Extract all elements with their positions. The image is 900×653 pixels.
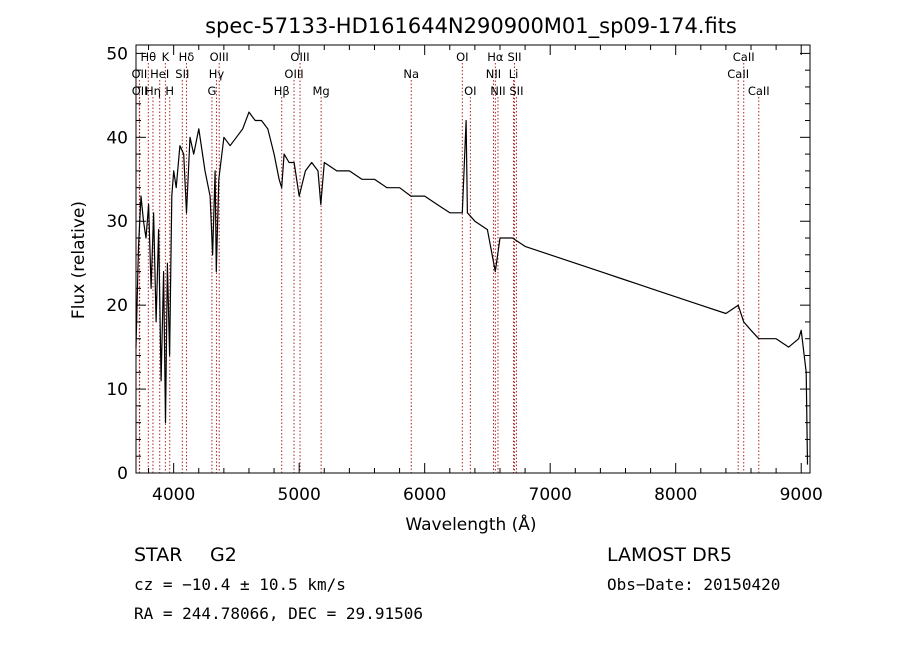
y-tick-label-2: 20	[106, 296, 128, 316]
x-tick-label-1: 5000	[278, 485, 321, 505]
line-markers	[138, 63, 760, 473]
x-axis-label: Wavelength (Å)	[405, 513, 536, 535]
line-marker-label-23: Li	[509, 67, 519, 81]
x-tick-label-5: 9000	[780, 485, 823, 505]
y-tick-label-3: 30	[106, 212, 128, 232]
y-tick-label-4: 40	[106, 128, 128, 148]
line-marker-label-8: Hδ	[179, 50, 195, 64]
x-tick-label-2: 6000	[403, 485, 446, 505]
line-marker-label-27: CaII	[748, 84, 770, 98]
flux-series	[135, 111, 809, 465]
line-marker-label-20: NII	[486, 67, 501, 81]
y-tick-label-5: 50	[106, 44, 128, 64]
line-marker-label-6: H	[165, 84, 174, 98]
line-marker-label-19: Hα	[487, 50, 504, 64]
line-marker-label-14: OIII	[284, 67, 303, 81]
y-tick-label-1: 10	[106, 380, 128, 400]
object-class: STAR	[134, 544, 182, 566]
line-marker-label-24: SII	[509, 84, 523, 98]
line-marker-label-10: Hγ	[209, 67, 225, 81]
line-marker-label-17: OI	[456, 50, 468, 64]
line-marker-label-1: OII	[131, 67, 147, 81]
x-tick-label-3: 7000	[529, 485, 572, 505]
coordinates: RA = 244.78066, DEC = 29.91506	[134, 604, 423, 623]
line-marker-label-22: SII	[507, 50, 521, 64]
obs-date: Obs−Date: 20150420	[607, 575, 780, 594]
line-marker-label-3: Hη	[145, 84, 161, 98]
line-marker-label-5: K	[162, 50, 170, 64]
line-marker-label-0: Hθ	[140, 50, 156, 64]
line-marker-label-11: G	[207, 84, 216, 98]
line-marker-label-7: SII	[175, 67, 189, 81]
line-marker-label-26: CaII	[727, 67, 749, 81]
line-marker-label-4: HeI	[150, 67, 169, 81]
line-marker-label-9: OIII	[210, 50, 229, 64]
line-marker-label-21: NII	[490, 84, 505, 98]
flux-line	[135, 111, 809, 465]
redshift-readout: cz = −10.4 ± 10.5 km/s	[134, 575, 346, 594]
x-tick-label-4: 8000	[654, 485, 697, 505]
survey-name: LAMOST DR5	[607, 544, 732, 566]
chart-title: spec-57133-HD161644N290900M01_sp09-174.f…	[205, 14, 737, 39]
line-marker-label-15: Mg	[313, 84, 330, 98]
line-marker-label-25: CaII	[733, 50, 755, 64]
x-tick-label-0: 4000	[152, 485, 195, 505]
y-tick-label-0: 0	[117, 464, 128, 484]
y-axis-label: Flux (relative)	[69, 201, 89, 319]
line-marker-label-16: Na	[403, 67, 419, 81]
axis-tick-labels: 4000 5000 6000 7000 8000 9000 0 10 20 30 40 50	[106, 44, 822, 505]
plot-frame	[135, 44, 811, 474]
object-subclass: G2	[210, 544, 237, 566]
line-marker-label-18: OI	[464, 84, 476, 98]
line-marker-label-12: Hβ	[274, 84, 290, 98]
axis-ticks	[136, 45, 810, 474]
line-marker-label-13: OIII	[290, 50, 309, 64]
